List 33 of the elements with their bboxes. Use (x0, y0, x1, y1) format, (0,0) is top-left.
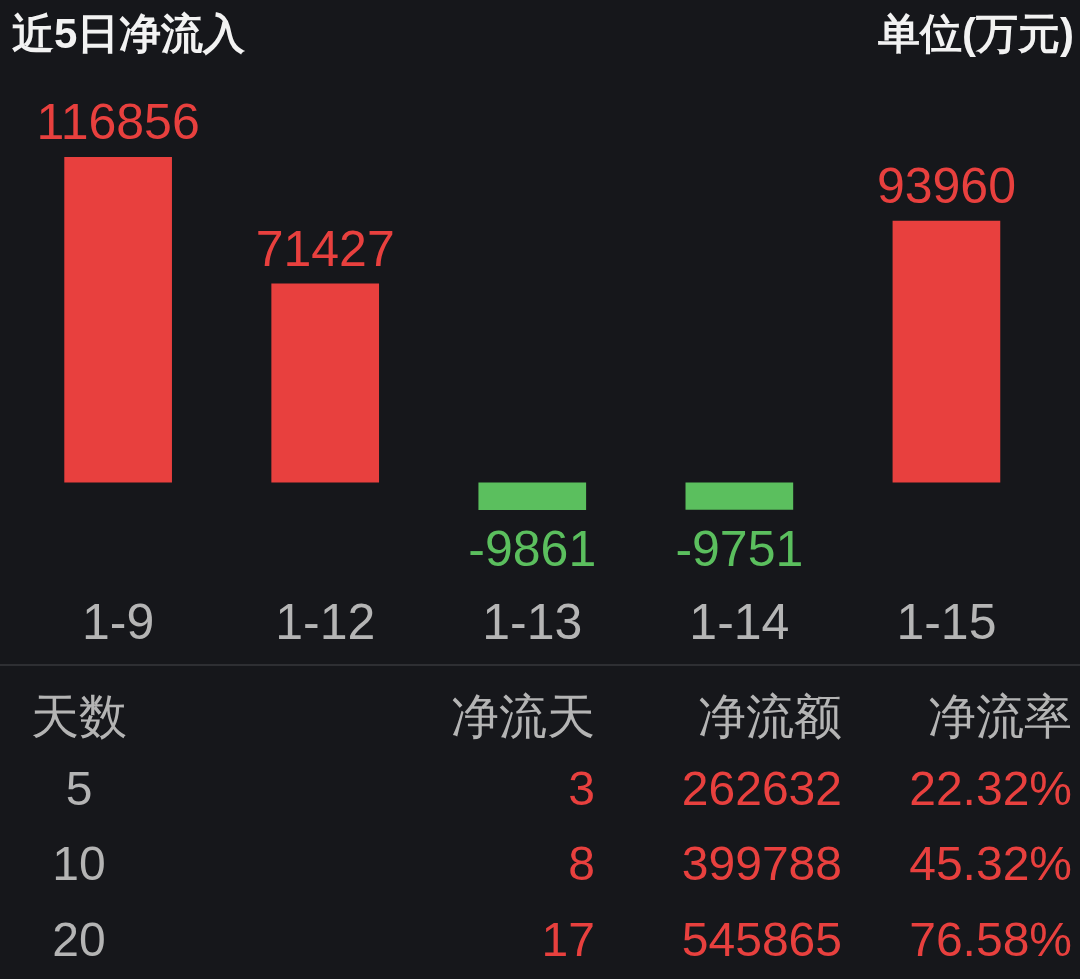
bar (271, 283, 380, 483)
text: 5 (64, 760, 94, 817)
x-tick-label: 1-13 (482, 593, 583, 650)
data-label: 93960 (876, 157, 1016, 214)
text: 净流天 (451, 689, 595, 745)
x-tick-label: 1-9 (82, 593, 155, 650)
text: 17 (541, 911, 595, 968)
text: 76.58% (909, 911, 1072, 968)
chart-title: 近5日净流入 (12, 9, 246, 59)
text: 22.32% (909, 760, 1072, 817)
bar (892, 220, 1001, 483)
data-label: -9751 (675, 520, 804, 577)
x-tick-label: 1-15 (896, 593, 997, 650)
text: 45.32% (909, 836, 1072, 892)
text: 399788 (681, 836, 842, 892)
bar (685, 482, 794, 510)
text: 8 (568, 836, 595, 892)
x-tick-label: 1-14 (689, 593, 790, 650)
data-label: -9861 (468, 521, 597, 577)
bar (64, 157, 172, 483)
text: 单位(万元) (878, 9, 1074, 59)
bar (478, 482, 587, 510)
text: 20 (51, 911, 107, 968)
data-label: 116856 (36, 94, 200, 150)
text: 天数 (30, 689, 128, 745)
x-tick-label: 1-12 (275, 593, 376, 650)
text: 净流额 (698, 689, 842, 745)
text: 净流率 (928, 689, 1072, 745)
text: 545865 (681, 911, 842, 968)
text: 10 (51, 836, 107, 892)
text: 262632 (681, 760, 842, 817)
data-label: 71427 (255, 220, 395, 277)
text: 3 (568, 760, 595, 817)
